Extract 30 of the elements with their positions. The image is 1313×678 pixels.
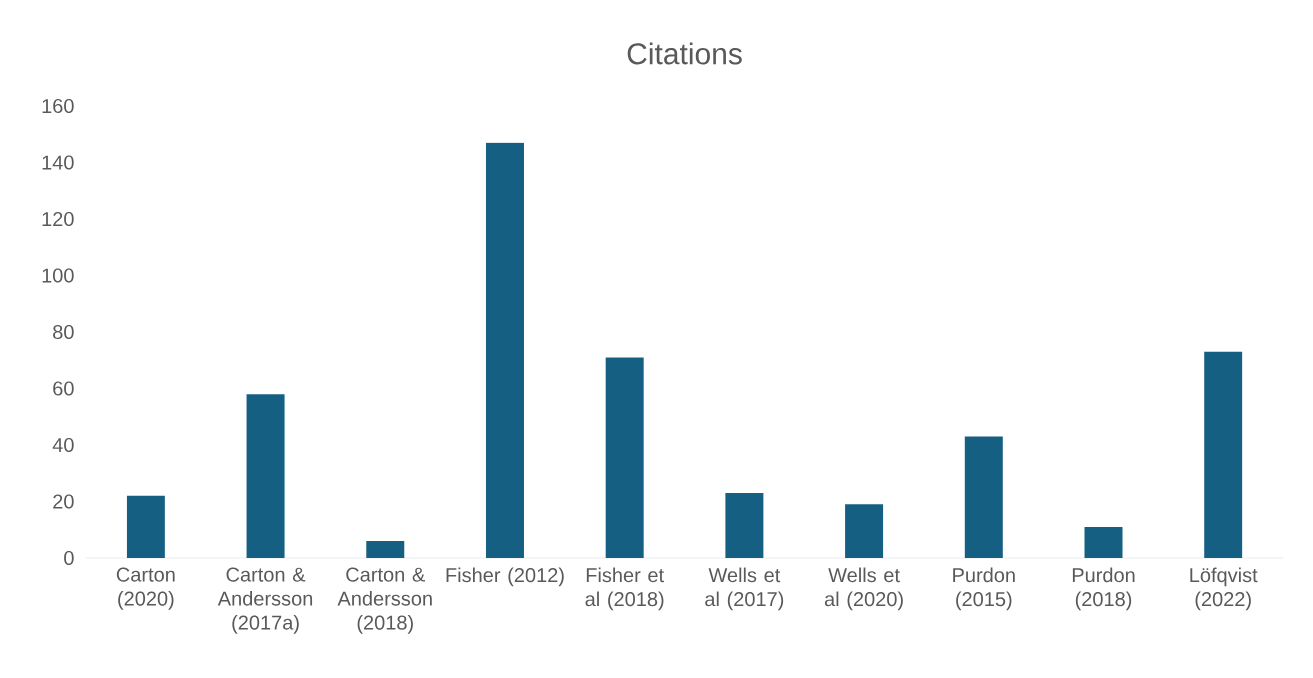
bar <box>845 504 884 558</box>
y-tick-label: 140 <box>42 155 74 170</box>
bar <box>485 142 524 558</box>
bar <box>964 436 1003 558</box>
bar <box>246 394 285 558</box>
y-tick-label: 160 <box>42 98 74 114</box>
x-tick-label: Purdon (2015) <box>953 567 1015 611</box>
bar <box>1084 526 1123 558</box>
y-tick-label: 0 <box>64 550 74 566</box>
y-tick-label: 120 <box>42 211 74 227</box>
x-tick-label: Purdon (2018) <box>1072 567 1135 611</box>
y-tick-label: 100 <box>42 268 74 283</box>
bar <box>366 541 405 558</box>
y-tick-label: 40 <box>52 437 74 453</box>
x-tick-label: Carton (2020) <box>116 567 175 610</box>
x-tick-label: Carton & Andersson (2017a) <box>217 567 313 634</box>
x-tick-label: Wells et al (2017) <box>705 567 784 611</box>
x-tick-label: Löfqvist (2022) <box>1190 567 1258 611</box>
bar <box>725 493 764 558</box>
x-tick-label: Wells et al (2020) <box>824 567 903 611</box>
x-tick-label: Fisher et al (2018) <box>585 567 664 611</box>
x-tick-label: Fisher (2012) <box>446 567 564 587</box>
y-tick-label: 80 <box>53 324 74 340</box>
y-tick-label: 20 <box>53 494 74 509</box>
bar <box>126 495 165 558</box>
chart-title: Citations <box>627 42 742 65</box>
x-tick-label: Carton & Andersson (2018) <box>337 567 432 634</box>
bar <box>1204 351 1243 558</box>
bar <box>605 357 644 558</box>
y-tick-label: 60 <box>53 381 74 396</box>
